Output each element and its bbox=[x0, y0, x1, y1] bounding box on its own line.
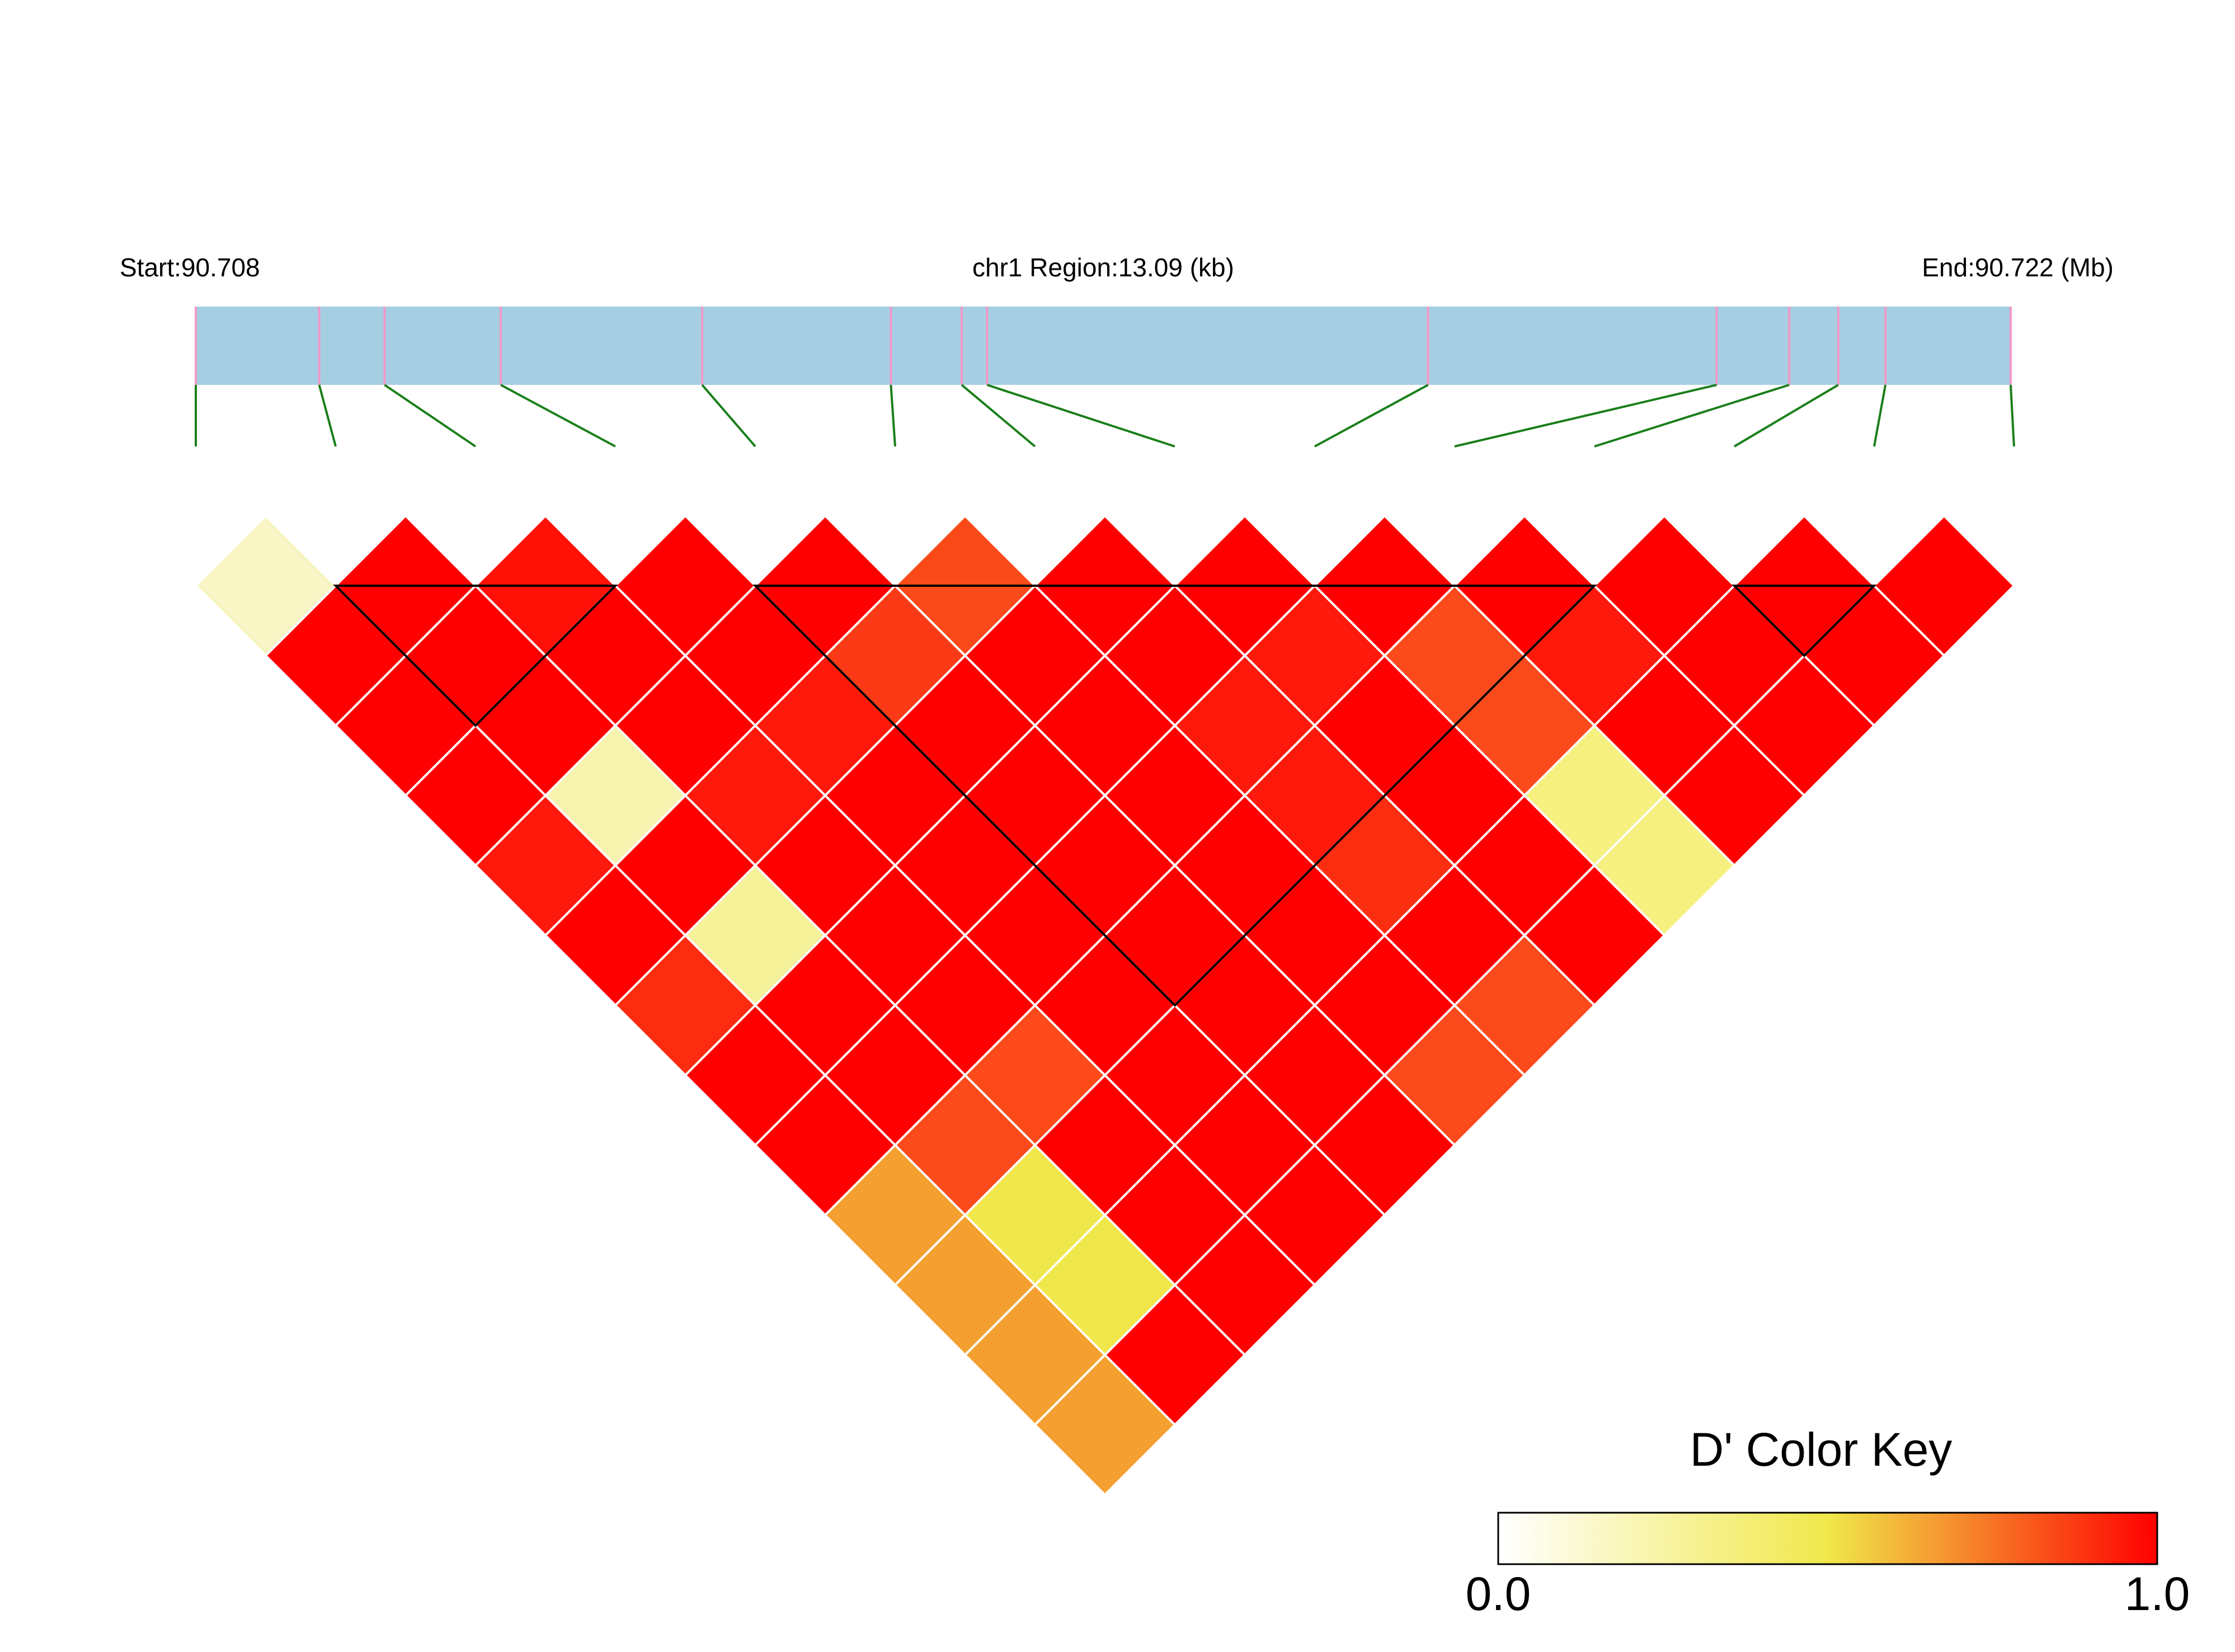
snp-connector-11 bbox=[1594, 384, 1790, 448]
snp-connectors bbox=[195, 384, 2015, 448]
region-start-label: Start:90.708 bbox=[120, 253, 260, 282]
snp-ticks bbox=[195, 307, 2012, 385]
snp-connector-12 bbox=[1733, 384, 1839, 448]
ld-block-2 bbox=[752, 585, 1597, 1007]
color-key-gradient bbox=[1497, 1512, 2158, 1565]
ld-cell-1-14 bbox=[1033, 1353, 1177, 1496]
region-bar bbox=[196, 307, 2011, 385]
snp-connector-8 bbox=[986, 384, 1175, 448]
color-key-title: D' Color Key bbox=[1690, 1423, 1952, 1476]
snp-connector-10 bbox=[1454, 384, 1717, 448]
ld-block-3 bbox=[1731, 585, 1877, 657]
snp-connector-14 bbox=[2010, 384, 2015, 447]
region-title: chr1 Region:13.09 (kb) bbox=[972, 253, 1234, 282]
color-key: D' Color Key 0.0 1.0 bbox=[1466, 1423, 2190, 1620]
ld-block-1 bbox=[333, 585, 618, 727]
color-key-max-label: 1.0 bbox=[2125, 1568, 2190, 1620]
snp-connector-6 bbox=[890, 384, 896, 447]
snp-connector-5 bbox=[701, 384, 756, 448]
color-key-min-label: 0.0 bbox=[1466, 1568, 1531, 1620]
snp-connector-4 bbox=[500, 384, 616, 448]
snp-connector-7 bbox=[961, 384, 1036, 448]
region-end-label: End:90.722 (Mb) bbox=[1922, 253, 2114, 282]
snp-connector-9 bbox=[1314, 384, 1429, 448]
snp-connector-13 bbox=[1873, 384, 1887, 447]
snp-connector-3 bbox=[384, 384, 477, 448]
ld-block-outlines bbox=[333, 585, 1877, 1007]
snp-connector-2 bbox=[318, 384, 337, 447]
ld-cells bbox=[194, 514, 2016, 1496]
